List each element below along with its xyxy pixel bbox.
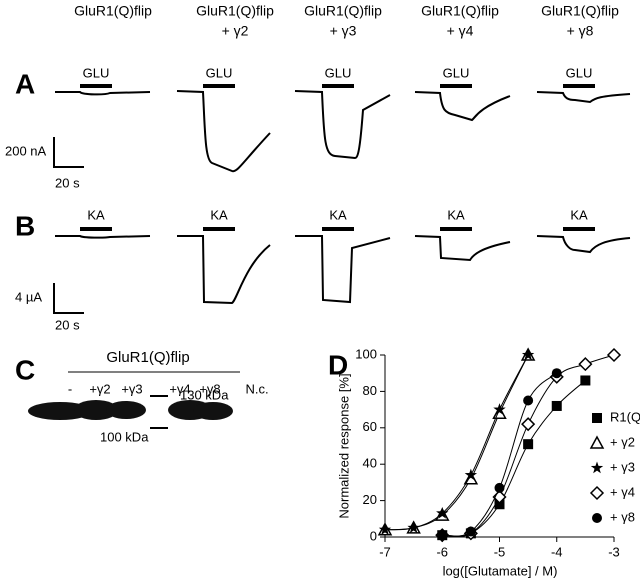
column-modifier: + γ2: [222, 23, 249, 39]
marker: [551, 400, 562, 411]
y-tick-label: 20: [363, 492, 377, 507]
marker: [592, 513, 602, 523]
marker: [606, 347, 622, 363]
column-name: GluR1(Q)flip: [196, 3, 274, 19]
x-axis-label: log([Glutamate] / M): [443, 563, 558, 578]
y-tick-label: 80: [363, 383, 377, 398]
marker: [580, 375, 591, 386]
marker: [494, 499, 505, 510]
trace: [536, 235, 631, 254]
stimulus-label: KA: [570, 207, 588, 222]
panel-label: D: [328, 349, 348, 380]
trace: [294, 90, 391, 160]
legend-label: + γ3: [610, 459, 635, 474]
fit-curve: [442, 372, 558, 537]
trace: [55, 91, 151, 96]
stimulus-label: KA: [447, 207, 465, 222]
stimulus-label: GLU: [325, 65, 352, 80]
column-name: GluR1(Q)flip: [421, 3, 499, 19]
legend-label: R1(Q)flip: [610, 409, 640, 424]
lane-label: +γ8: [199, 381, 220, 396]
x-tick-label: -5: [494, 544, 506, 559]
lane-label: +γ4: [169, 381, 190, 396]
y-tick-label: 40: [363, 456, 377, 471]
lane-label: +γ2: [89, 381, 110, 396]
panel-label: B: [15, 210, 35, 241]
marker: [493, 403, 506, 415]
scale-label: 4 µA: [15, 289, 42, 304]
column-modifier: + γ4: [447, 23, 474, 39]
marker-label: 100 kDa: [100, 429, 149, 444]
scale-label: 20 s: [55, 317, 80, 332]
stimulus-label: GLU: [83, 65, 110, 80]
legend-label: + γ8: [610, 509, 635, 524]
blot-title: GluR1(Q)flip: [106, 349, 189, 366]
x-tick-label: -3: [608, 544, 620, 559]
column-modifier: + γ3: [330, 23, 357, 39]
column-name: GluR1(Q)flip: [541, 3, 619, 19]
stimulus-label: KA: [329, 207, 347, 222]
stimulus-label: GLU: [206, 65, 233, 80]
fit-curve: [442, 380, 586, 537]
trace: [177, 235, 271, 305]
y-tick-label: 60: [363, 419, 377, 434]
y-tick-label: 0: [370, 528, 377, 543]
stimulus-label: GLU: [566, 65, 593, 80]
column-name: GluR1(Q)flip: [304, 3, 382, 19]
panel-label: A: [15, 68, 35, 99]
trace: [414, 235, 511, 262]
blot: [28, 400, 233, 420]
marker: [465, 526, 476, 537]
trace: [536, 91, 631, 104]
marker: [589, 485, 605, 501]
scale-label: 20 s: [55, 175, 80, 190]
y-axis-label: Normalized response [%]: [336, 373, 351, 518]
marker: [521, 348, 535, 361]
marker: [590, 461, 604, 474]
lane-label: +γ3: [121, 381, 142, 396]
x-tick-label: -4: [551, 544, 563, 559]
marker: [523, 439, 534, 450]
legend-label: + γ2: [610, 434, 635, 449]
panel-label: C: [15, 354, 35, 385]
lane-label: N.c.: [245, 381, 268, 396]
marker: [464, 468, 478, 481]
lane-label: -: [68, 381, 72, 396]
scale-bar: [53, 283, 84, 314]
trace: [176, 90, 271, 173]
trace: [55, 235, 151, 239]
x-tick-label: -6: [436, 544, 448, 559]
trace: [414, 91, 511, 122]
marker-label: 130 kDa: [180, 387, 229, 402]
legend-label: + γ4: [610, 484, 635, 499]
trace: [295, 235, 391, 304]
scale-bar: [53, 137, 84, 168]
y-tick-label: 100: [355, 346, 377, 361]
column-modifier: + γ8: [567, 23, 594, 39]
fit-curve: [384, 354, 529, 531]
stimulus-label: KA: [87, 207, 105, 222]
column-name: GluR1(Q)flip: [74, 3, 152, 19]
marker: [589, 435, 605, 449]
marker: [523, 395, 534, 406]
marker: [407, 521, 420, 534]
x-tick-label: -7: [379, 544, 391, 559]
marker: [437, 530, 448, 541]
marker: [521, 417, 536, 432]
marker: [578, 357, 593, 372]
fit-curve: [384, 354, 529, 531]
marker: [592, 413, 602, 423]
marker: [551, 368, 562, 379]
marker: [378, 523, 392, 535]
stimulus-label: KA: [210, 207, 228, 222]
stimulus-label: GLU: [443, 65, 470, 80]
scale-label: 200 nA: [5, 143, 47, 158]
marker: [494, 482, 505, 493]
marker: [436, 506, 449, 519]
